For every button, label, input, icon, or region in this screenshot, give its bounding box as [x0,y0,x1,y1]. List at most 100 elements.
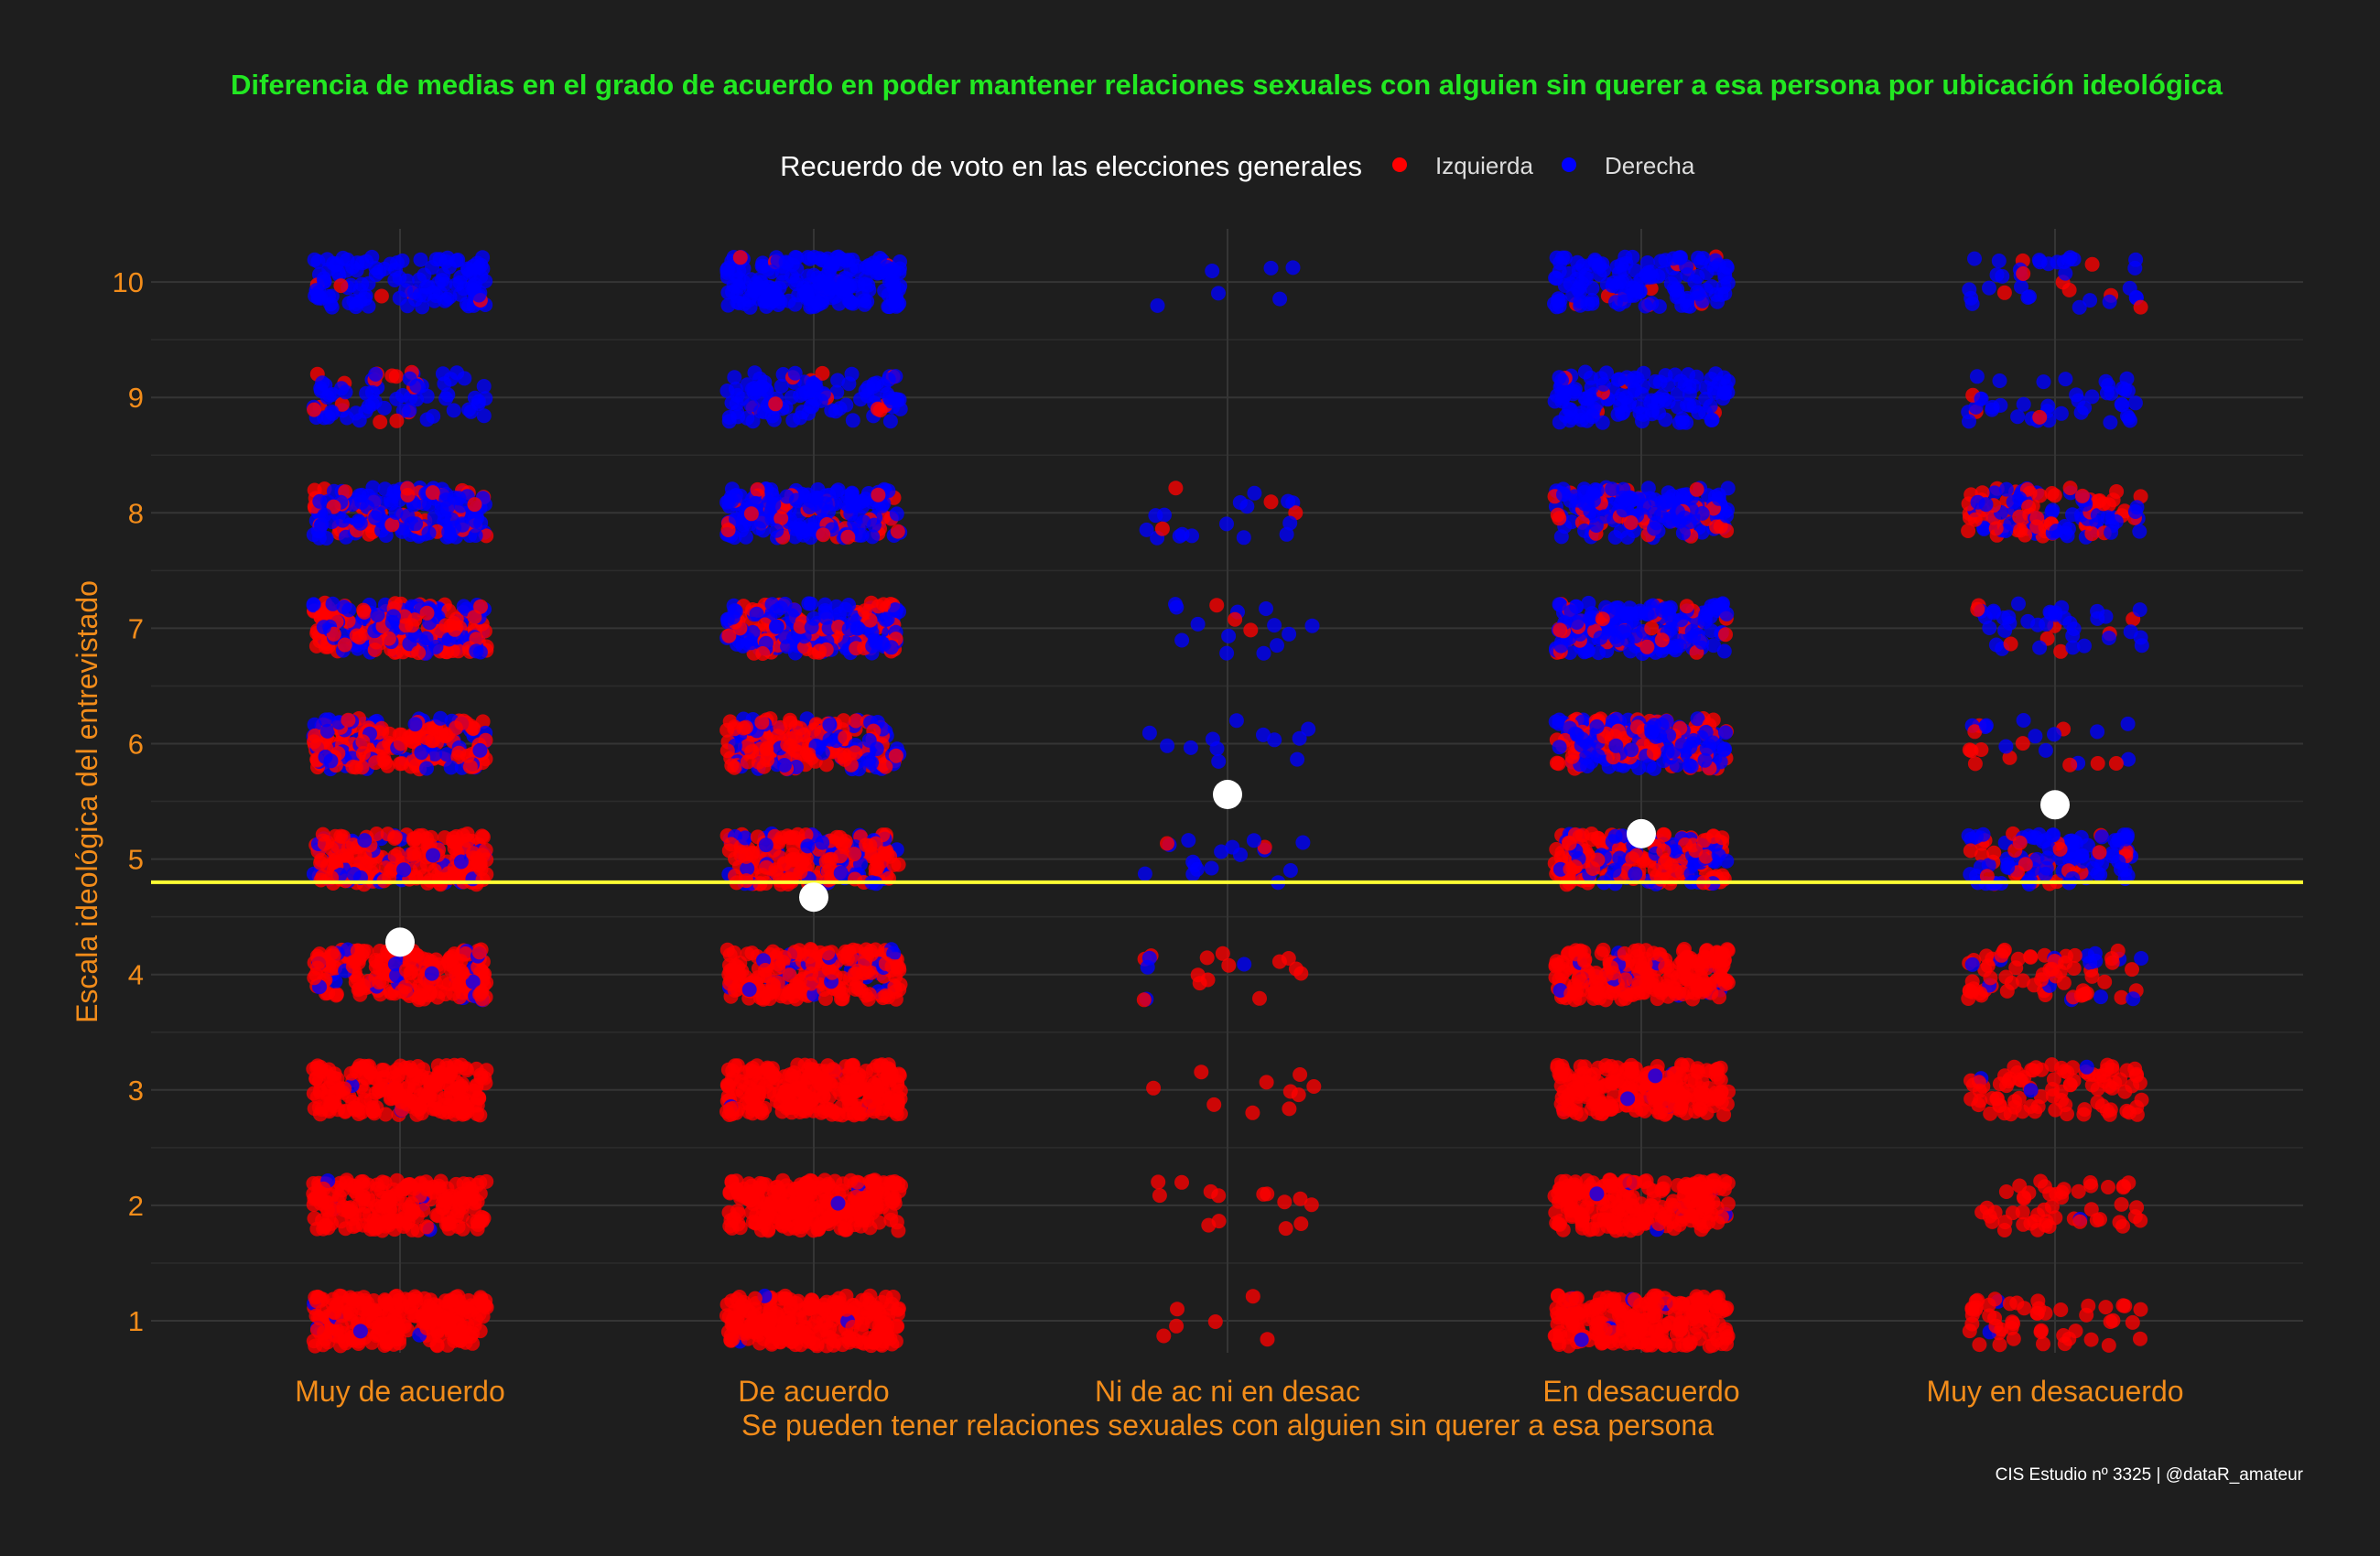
point-derecha [1214,844,1229,859]
point-derecha [719,494,734,510]
point-izquierda [326,948,341,964]
point-izquierda [740,754,755,770]
point-derecha [731,280,747,296]
point-izquierda [741,738,756,753]
point-izquierda [424,1311,439,1326]
point-derecha [351,513,366,529]
point-izquierda [1606,1212,1622,1226]
point-izquierda [405,734,420,749]
point-izquierda [723,972,739,988]
point-izquierda [1146,1080,1162,1096]
point-izquierda [1627,1292,1642,1307]
point-derecha [438,391,454,406]
point-izquierda [784,985,800,1000]
point-izquierda [335,848,351,863]
point-derecha [416,267,432,283]
point-izquierda [752,1104,768,1119]
point-izquierda [1169,1318,1185,1334]
point-izquierda [847,966,862,981]
point-izquierda [783,739,798,754]
point-izquierda [849,1174,865,1190]
point-izquierda [411,645,427,661]
point-izquierda [408,1293,424,1309]
point-derecha [800,838,816,854]
point-derecha [830,482,846,498]
point-izquierda [890,524,905,539]
point-izquierda [1271,954,1287,969]
point-izquierda [400,481,416,496]
point-izquierda [475,829,491,845]
point-derecha [368,366,384,382]
point-izquierda [1626,1174,1641,1190]
point-izquierda [378,1107,394,1122]
point-izquierda [724,1220,740,1236]
point-derecha [855,499,871,514]
point-izquierda [1194,1064,1209,1080]
point-izquierda [465,1325,481,1341]
point-izquierda [1260,1332,1275,1347]
point-izquierda [871,401,885,416]
point-izquierda [1654,1326,1669,1342]
point-derecha [418,631,434,646]
point-derecha [306,597,321,612]
point-izquierda [1152,1188,1167,1204]
point-derecha [856,514,871,530]
point-izquierda [1199,950,1215,966]
point-derecha [319,531,334,546]
point-izquierda [1277,1194,1293,1210]
point-izquierda [320,1334,335,1350]
point-izquierda [1705,1337,1721,1353]
point-derecha [1589,1186,1605,1202]
point-derecha [793,410,807,426]
point-izquierda [1278,1221,1293,1237]
point-derecha [359,385,374,401]
point-izquierda [450,1219,466,1235]
point-izquierda [1156,1328,1172,1344]
point-derecha [1279,526,1294,542]
point-izquierda [820,945,836,961]
point-izquierda [764,1329,780,1345]
point-izquierda [406,1181,422,1196]
point-derecha [1282,863,1298,878]
point-izquierda [1245,1105,1260,1120]
point-izquierda [367,643,383,657]
point-derecha [1290,751,1305,767]
point-derecha [317,507,332,523]
point-izquierda [825,965,840,980]
point-izquierda [816,527,831,543]
point-derecha [815,745,830,761]
point-derecha [307,252,322,267]
point-izquierda [478,1075,493,1091]
point-derecha [817,597,833,612]
point-derecha [1205,264,1220,278]
point-izquierda [393,736,408,751]
point-izquierda [346,954,362,969]
point-izquierda [844,1202,859,1217]
point-izquierda [1657,1291,1672,1306]
point-izquierda [1673,1320,1689,1335]
point-derecha [833,865,849,881]
point-derecha [1174,632,1190,648]
point-izquierda [1263,494,1279,510]
point-izquierda [462,759,478,774]
point-izquierda [790,1095,806,1110]
point-izquierda [773,1186,788,1202]
point-derecha [367,492,383,508]
point-izquierda [1705,1194,1721,1210]
point-derecha [1270,638,1284,654]
point-derecha [427,746,443,762]
point-derecha [440,499,456,514]
point-derecha [1256,727,1271,742]
point-izquierda [1563,1194,1577,1210]
point-izquierda [854,1292,870,1308]
point-izquierda [840,1091,856,1107]
point-izquierda [475,872,491,888]
point-derecha [1141,725,1157,740]
point-izquierda [759,741,774,757]
point-izquierda [472,1108,488,1123]
point-derecha [1211,753,1227,769]
point-izquierda [1616,1322,1630,1337]
point-izquierda [370,1326,385,1342]
point-izquierda [786,1065,802,1080]
point-derecha [1204,860,1219,876]
